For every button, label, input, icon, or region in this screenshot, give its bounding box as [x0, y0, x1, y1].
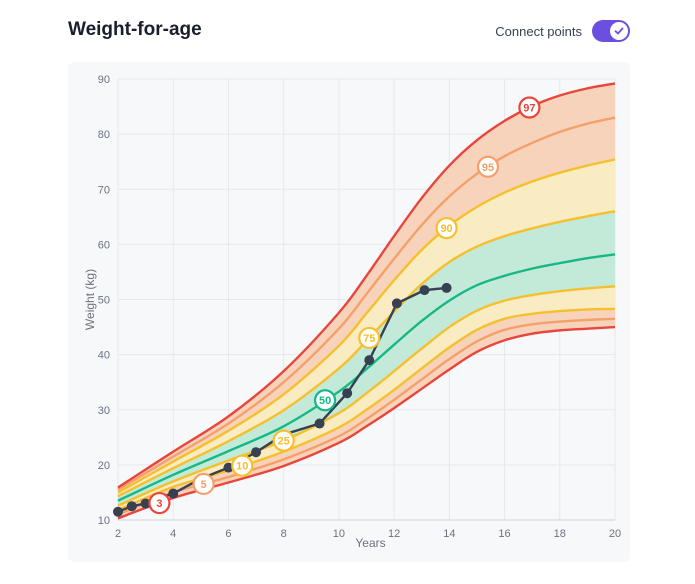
- x-tick-label: 16: [498, 528, 510, 540]
- percentile-label-p90: 90: [440, 223, 452, 235]
- percentile-label-p97: 97: [523, 102, 535, 114]
- band-p5-p10: [118, 308, 615, 515]
- x-tick-label: 6: [225, 528, 231, 540]
- y-tick-label: 20: [98, 460, 110, 472]
- percentile-badge-p50: [313, 389, 337, 412]
- percentile-line-p97: [117, 82, 616, 489]
- x-tick-label: 4: [170, 528, 176, 540]
- x-tick-label: 20: [609, 528, 621, 540]
- percentile-badge-p3: [148, 491, 171, 515]
- x-tick-label: 2: [115, 528, 121, 540]
- percentile-badge-p10: [231, 454, 254, 477]
- y-tick-label: 90: [98, 74, 110, 86]
- percentile-badge-p97: [518, 96, 541, 119]
- header: Weight-for-age Connect points: [0, 0, 695, 62]
- y-axis-title: Weight (kg): [83, 269, 97, 330]
- patient-point: [441, 282, 452, 293]
- patient-point: [251, 447, 262, 458]
- patient-point: [364, 355, 375, 366]
- y-tick-label: 70: [98, 184, 110, 196]
- percentile-badge-p5: [192, 472, 215, 496]
- toggle-knob[interactable]: [610, 22, 628, 40]
- percentile-line-p25: [117, 285, 616, 507]
- patient-point: [391, 298, 402, 309]
- patient-point: [419, 285, 430, 296]
- y-tick-label: 30: [98, 405, 110, 417]
- y-tick-label: 10: [98, 515, 110, 527]
- patient-point: [168, 488, 179, 499]
- percentile-line-p75: [117, 210, 616, 498]
- percentile-label-p95: 95: [482, 162, 494, 174]
- band-p95-p97: [118, 83, 615, 490]
- x-tick-label: 12: [388, 528, 400, 540]
- x-axis-title: Years: [355, 536, 385, 550]
- patient-point: [342, 388, 353, 399]
- patient-point: [223, 462, 234, 473]
- percentile-label-p3: 3: [156, 498, 162, 510]
- percentile-badge-p90: [435, 216, 458, 240]
- percentile-labels: 3 5 10 25 50 75 90 95 97: [148, 96, 541, 515]
- percentile-line-p95: [117, 116, 616, 491]
- percentile-label-p50: 50: [319, 395, 331, 407]
- patient-point: [126, 501, 137, 512]
- connect-points-control: Connect points: [495, 20, 630, 42]
- band-p90-p95: [118, 117, 615, 493]
- percentile-badge-p25: [272, 429, 295, 452]
- band-p10-p25: [118, 286, 615, 511]
- percentile-label-p10: 10: [236, 461, 248, 473]
- x-tick-label: 10: [333, 528, 345, 540]
- y-tick-label: 40: [98, 350, 110, 362]
- check-icon: [614, 27, 624, 35]
- percentile-line-p90: [117, 158, 616, 494]
- patient-point: [140, 498, 151, 509]
- percentile-label-p75: 75: [363, 333, 375, 345]
- percentile-bands: [118, 83, 615, 519]
- percentile-line-p3: [117, 325, 616, 520]
- y-tick-label: 80: [98, 129, 110, 141]
- x-tick-label: 8: [281, 528, 287, 540]
- connect-points-toggle[interactable]: [592, 20, 630, 42]
- percentile-line-p50: [117, 253, 616, 502]
- percentile-badge-p95: [476, 155, 500, 178]
- chart-axes: 2 4 6 8 10 12 14 16 18 20 10 20 30 40 50 60 70 80 90 Years W…: [83, 74, 621, 550]
- x-tick-label: 18: [554, 528, 566, 540]
- patient-point: [113, 506, 123, 517]
- y-tick-label: 60: [98, 239, 110, 251]
- connect-points-label: Connect points: [495, 23, 582, 39]
- percentile-label-p5: 5: [201, 479, 207, 491]
- page-title: Weight-for-age: [68, 19, 202, 40]
- percentile-label-p25: 25: [278, 436, 290, 448]
- y-tick-label: 50: [98, 295, 110, 307]
- x-tick-label: 14: [443, 528, 455, 540]
- percentile-badge-p75: [358, 326, 381, 350]
- patient-point: [314, 418, 325, 429]
